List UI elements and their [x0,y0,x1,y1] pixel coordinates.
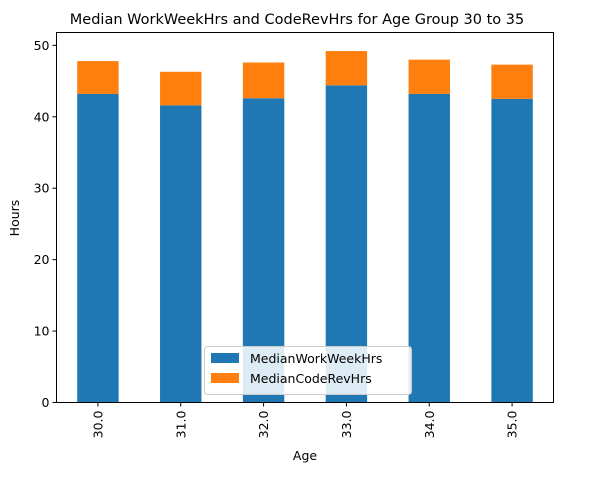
bar-MedianWorkWeekHrs-35.0 [491,98,533,403]
legend-swatch-MedianCodeRevHrs [211,373,239,383]
bar-MedianCodeRevHrs-33.0 [325,51,368,86]
x-axis-ticks: 30.0 31.0 32.0 33.0 34.0 35.0 [90,402,520,438]
legend-swatch-MedianWorkWeekHrs [211,353,239,363]
y-tick-label-10: 10 [34,324,50,339]
y-axis-ticks: 0 10 20 30 40 50 [34,38,57,410]
legend: MedianWorkWeekHrs MedianCodeRevHrs [204,346,412,395]
y-axis-label: Hours [7,200,22,237]
y-tick-label-20: 20 [34,252,50,267]
y-tick-label-30: 30 [34,181,50,196]
legend-box [204,346,412,395]
y-tick-label-50: 50 [34,38,50,53]
x-tick-label-33.0: 33.0 [339,410,354,438]
legend-label-MedianWorkWeekHrs: MedianWorkWeekHrs [250,351,382,366]
bar-MedianWorkWeekHrs-30.0 [77,93,119,403]
x-tick-label-35.0: 35.0 [505,410,520,438]
x-axis-label: Age [293,448,317,463]
x-tick-label-34.0: 34.0 [422,410,437,438]
bar-MedianCodeRevHrs-31.0 [160,71,202,106]
chart-title: Median WorkWeekHrs and CodeRevHrs for Ag… [70,12,524,28]
bar-MedianCodeRevHrs-35.0 [491,64,533,99]
x-tick-label-30.0: 30.0 [90,410,105,438]
y-tick-label-40: 40 [34,109,50,124]
bar-MedianWorkWeekHrs-34.0 [408,93,450,403]
x-tick-label-31.0: 31.0 [173,410,188,438]
bar-MedianCodeRevHrs-30.0 [77,61,119,94]
bar-MedianCodeRevHrs-32.0 [242,62,285,99]
y-tick-label-0: 0 [42,395,50,410]
x-tick-label-32.0: 32.0 [256,410,271,438]
legend-label-MedianCodeRevHrs: MedianCodeRevHrs [250,371,372,386]
plot-frame [56,32,554,403]
bar-MedianWorkWeekHrs-31.0 [160,105,202,403]
bar-MedianCodeRevHrs-34.0 [408,59,450,94]
